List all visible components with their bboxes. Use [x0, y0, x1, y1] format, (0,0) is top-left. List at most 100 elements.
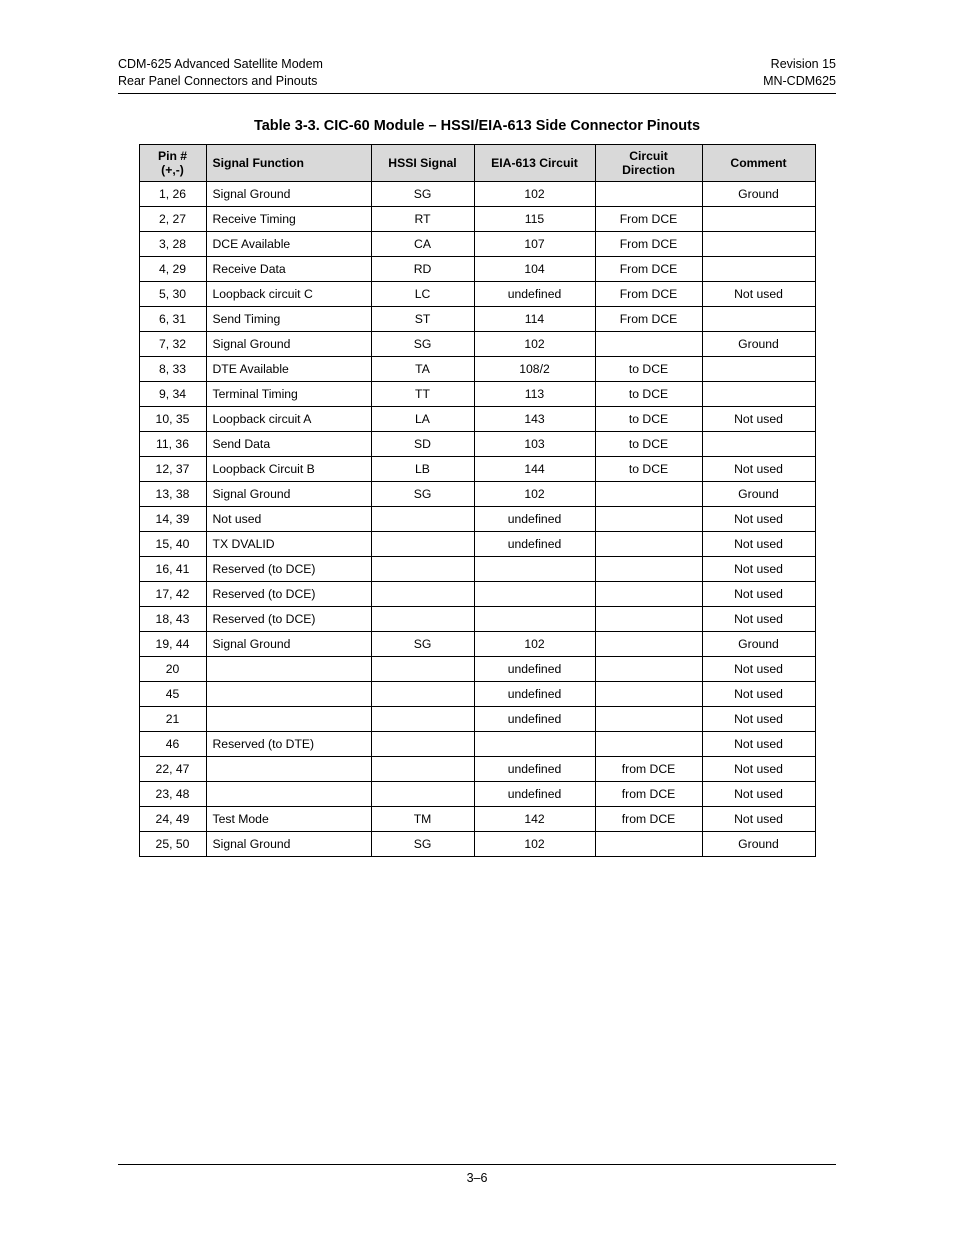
cell-signal-function: Loopback Circuit B — [206, 456, 371, 481]
col-header-comment: Comment — [702, 144, 815, 181]
cell-circuit-direction: From DCE — [595, 206, 702, 231]
cell-comment: Not used — [702, 781, 815, 806]
header-right-line2: MN-CDM625 — [763, 73, 836, 90]
cell-eia-circuit: 102 — [474, 481, 595, 506]
cell-circuit-direction — [595, 531, 702, 556]
cell-pin: 13, 38 — [139, 481, 206, 506]
cell-hssi-signal — [371, 731, 474, 756]
cell-comment: Not used — [702, 706, 815, 731]
cell-eia-circuit: 108/2 — [474, 356, 595, 381]
cell-pin: 4, 29 — [139, 256, 206, 281]
cell-comment: Not used — [702, 456, 815, 481]
cell-comment: Ground — [702, 331, 815, 356]
cell-signal-function — [206, 681, 371, 706]
table-row: 9, 34Terminal TimingTT113to DCE — [139, 381, 815, 406]
cell-comment: Not used — [702, 756, 815, 781]
header-rule — [118, 93, 836, 94]
cell-hssi-signal: RT — [371, 206, 474, 231]
cell-circuit-direction — [595, 681, 702, 706]
cell-eia-circuit: undefined — [474, 756, 595, 781]
cell-eia-circuit: 107 — [474, 231, 595, 256]
cell-circuit-direction — [595, 506, 702, 531]
cell-signal-function: Reserved (to DCE) — [206, 556, 371, 581]
page-header: CDM-625 Advanced Satellite Modem Rear Pa… — [118, 56, 836, 90]
cell-signal-function — [206, 706, 371, 731]
cell-eia-circuit: 142 — [474, 806, 595, 831]
table-row: 12, 37Loopback Circuit BLB144to DCENot u… — [139, 456, 815, 481]
cell-eia-circuit: 144 — [474, 456, 595, 481]
cell-signal-function: Terminal Timing — [206, 381, 371, 406]
cell-circuit-direction: From DCE — [595, 306, 702, 331]
cell-comment: Ground — [702, 631, 815, 656]
cell-eia-circuit: undefined — [474, 281, 595, 306]
cell-pin: 9, 34 — [139, 381, 206, 406]
cell-circuit-direction: from DCE — [595, 806, 702, 831]
cell-eia-circuit: 102 — [474, 831, 595, 856]
cell-signal-function: Test Mode — [206, 806, 371, 831]
cell-hssi-signal — [371, 681, 474, 706]
cell-comment: Ground — [702, 481, 815, 506]
cell-comment: Not used — [702, 731, 815, 756]
cell-circuit-direction — [595, 556, 702, 581]
table-row: 23, 48undefinedfrom DCENot used — [139, 781, 815, 806]
cell-hssi-signal: SD — [371, 431, 474, 456]
cell-pin: 10, 35 — [139, 406, 206, 431]
cell-hssi-signal: RD — [371, 256, 474, 281]
cell-comment — [702, 306, 815, 331]
cell-eia-circuit: 143 — [474, 406, 595, 431]
cell-pin: 23, 48 — [139, 781, 206, 806]
cell-hssi-signal: CA — [371, 231, 474, 256]
cell-signal-function — [206, 756, 371, 781]
table-title: Table 3-3. CIC-60 Module – HSSI/EIA-613 … — [118, 118, 836, 134]
cell-circuit-direction — [595, 481, 702, 506]
table-row: 21undefinedNot used — [139, 706, 815, 731]
table-row: 6, 31Send TimingST114From DCE — [139, 306, 815, 331]
cell-circuit-direction: to DCE — [595, 431, 702, 456]
cell-pin: 5, 30 — [139, 281, 206, 306]
header-left-line2: Rear Panel Connectors and Pinouts — [118, 73, 323, 90]
cell-hssi-signal — [371, 706, 474, 731]
cell-hssi-signal: SG — [371, 631, 474, 656]
cell-signal-function: Loopback circuit A — [206, 406, 371, 431]
cell-pin: 2, 27 — [139, 206, 206, 231]
cell-comment — [702, 231, 815, 256]
cell-signal-function: TX DVALID — [206, 531, 371, 556]
cell-pin: 3, 28 — [139, 231, 206, 256]
cell-pin: 17, 42 — [139, 581, 206, 606]
cell-hssi-signal — [371, 506, 474, 531]
cell-eia-circuit: undefined — [474, 531, 595, 556]
cell-hssi-signal: LB — [371, 456, 474, 481]
cell-comment: Ground — [702, 181, 815, 206]
cell-circuit-direction — [595, 181, 702, 206]
cell-hssi-signal: SG — [371, 181, 474, 206]
cell-pin: 8, 33 — [139, 356, 206, 381]
cell-comment — [702, 381, 815, 406]
cell-signal-function — [206, 781, 371, 806]
cell-pin: 11, 36 — [139, 431, 206, 456]
cell-comment: Not used — [702, 581, 815, 606]
table-header-row: Pin # (+,-) Signal Function HSSI Signal … — [139, 144, 815, 181]
cell-signal-function: Signal Ground — [206, 631, 371, 656]
table-row: 5, 30Loopback circuit CLCundefinedFrom D… — [139, 281, 815, 306]
cell-circuit-direction — [595, 706, 702, 731]
cell-comment: Not used — [702, 406, 815, 431]
cell-eia-circuit — [474, 606, 595, 631]
table-row: 14, 39Not usedundefinedNot used — [139, 506, 815, 531]
table-row: 1, 26Signal GroundSG102Ground — [139, 181, 815, 206]
cell-comment: Not used — [702, 606, 815, 631]
cell-circuit-direction: to DCE — [595, 406, 702, 431]
cell-circuit-direction — [595, 631, 702, 656]
cell-comment: Not used — [702, 681, 815, 706]
header-left: CDM-625 Advanced Satellite Modem Rear Pa… — [118, 56, 323, 90]
cell-hssi-signal: SG — [371, 831, 474, 856]
cell-circuit-direction: from DCE — [595, 781, 702, 806]
table-row: 45undefinedNot used — [139, 681, 815, 706]
table-row: 20undefinedNot used — [139, 656, 815, 681]
cell-signal-function: DCE Available — [206, 231, 371, 256]
cell-eia-circuit: 104 — [474, 256, 595, 281]
cell-signal-function: DTE Available — [206, 356, 371, 381]
page-number: 3–6 — [467, 1171, 488, 1185]
cell-pin: 21 — [139, 706, 206, 731]
header-right-line1: Revision 15 — [763, 56, 836, 73]
cell-comment — [702, 206, 815, 231]
